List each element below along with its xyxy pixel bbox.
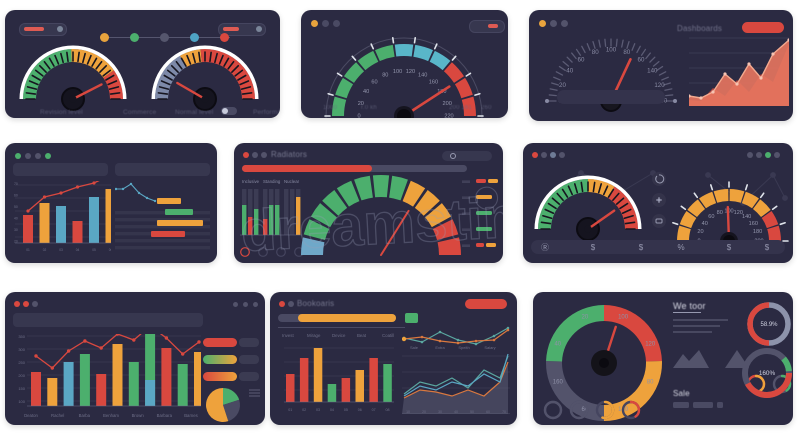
svg-text:Mirage: Mirage [307, 333, 321, 338]
svg-text:10: 10 [406, 410, 410, 414]
svg-text:40: 40 [554, 341, 561, 347]
svg-text:220: 220 [444, 113, 453, 118]
svg-text:80: 80 [592, 49, 599, 56]
svg-text:01: 01 [26, 248, 30, 252]
svg-text:180: 180 [753, 229, 762, 235]
svg-text:80: 80 [647, 380, 654, 386]
svg-text:0000: 0000 [462, 196, 470, 200]
svg-text:Standing: Standing [263, 179, 281, 184]
svg-text:140: 140 [418, 73, 427, 79]
svg-text:120: 120 [645, 341, 656, 347]
svg-text:300: 300 [18, 347, 25, 352]
svg-text:Ⓡ: Ⓡ [541, 243, 549, 252]
svg-text:%: % [677, 243, 684, 252]
svg-text:0: 0 [357, 113, 360, 118]
svg-text:160%: 160% [759, 370, 776, 377]
svg-text:$: $ [639, 243, 644, 252]
svg-text:$: $ [727, 243, 732, 252]
svg-text:01: 01 [288, 408, 292, 412]
svg-text:30: 30 [14, 228, 18, 232]
svg-text:60: 60 [486, 410, 490, 414]
svg-text:40: 40 [363, 89, 369, 95]
svg-text:80: 80 [623, 49, 630, 56]
svg-text:0000: 0000 [462, 180, 470, 184]
svg-text:0000: 0000 [462, 212, 470, 216]
svg-text:70: 70 [502, 410, 506, 414]
svg-text:Invest: Invest [282, 333, 294, 338]
svg-text:80: 80 [717, 210, 723, 216]
svg-text:07: 07 [372, 408, 376, 412]
svg-text:Rachel: Rachel [51, 413, 64, 418]
svg-text:$: $ [765, 243, 770, 252]
svg-text:100: 100 [618, 314, 629, 320]
svg-text:100: 100 [606, 47, 617, 54]
svg-text:60: 60 [371, 79, 377, 85]
svg-text:20: 20 [582, 314, 589, 320]
svg-text:40: 40 [454, 410, 458, 414]
svg-text:60: 60 [708, 214, 714, 220]
svg-text:40: 40 [14, 217, 18, 221]
svg-text:70: 70 [14, 182, 18, 186]
svg-text:140: 140 [647, 68, 658, 75]
svg-text:05: 05 [344, 408, 348, 412]
svg-text:Barba: Barba [79, 413, 91, 418]
svg-text:0000: 0000 [462, 244, 470, 248]
svg-text:Barnes: Barnes [184, 413, 198, 418]
svg-text:200: 200 [18, 373, 25, 378]
svg-text:120: 120 [654, 82, 665, 89]
svg-text:Coatill: Coatill [382, 333, 394, 338]
svg-text:50: 50 [470, 410, 474, 414]
svg-text:Inclusive: Inclusive [242, 179, 260, 184]
svg-text:Sale: Sale [410, 345, 419, 350]
svg-text:$: $ [591, 243, 596, 252]
svg-text:60: 60 [14, 194, 18, 198]
svg-text:160: 160 [749, 221, 758, 227]
svg-text:Salary: Salary [484, 345, 495, 350]
svg-text:0000: 0000 [462, 228, 470, 232]
svg-text:350: 350 [18, 334, 25, 339]
svg-text:40: 40 [566, 68, 573, 75]
svg-text:20: 20 [422, 410, 426, 414]
svg-text:40: 40 [702, 221, 708, 227]
svg-text:Brown: Brown [132, 413, 145, 418]
svg-text:120: 120 [406, 69, 415, 75]
svg-text:Speith: Speith [458, 345, 469, 350]
svg-text:20: 20 [559, 82, 566, 89]
svg-text:50: 50 [14, 205, 18, 209]
svg-text:140: 140 [742, 214, 751, 220]
svg-text:Device: Device [332, 333, 346, 338]
svg-text:02: 02 [43, 248, 47, 252]
svg-text:80: 80 [382, 73, 388, 79]
svg-text:100: 100 [18, 399, 25, 404]
svg-text:04: 04 [76, 248, 80, 252]
svg-text:03: 03 [59, 248, 63, 252]
svg-text:100: 100 [393, 69, 402, 75]
svg-text:250: 250 [18, 360, 25, 365]
svg-text:05: 05 [92, 248, 96, 252]
svg-text:60: 60 [578, 56, 585, 63]
svg-text:150: 150 [18, 386, 25, 391]
svg-text:30: 30 [438, 410, 442, 414]
svg-text:Barbara: Barbara [157, 413, 173, 418]
svg-text:04: 04 [330, 408, 334, 412]
svg-text:Beat: Beat [357, 333, 367, 338]
svg-text:Benham: Benham [103, 413, 119, 418]
svg-text:Extra: Extra [435, 345, 445, 350]
svg-text:03: 03 [316, 408, 320, 412]
svg-text:20: 20 [697, 229, 703, 235]
svg-text:08: 08 [386, 408, 390, 412]
svg-text:58.9%: 58.9% [760, 322, 778, 328]
svg-text:02: 02 [302, 408, 306, 412]
svg-text:160: 160 [429, 79, 438, 85]
svg-text:60: 60 [638, 56, 645, 63]
svg-text:06: 06 [358, 408, 362, 412]
svg-text:06: 06 [109, 248, 111, 252]
svg-text:160: 160 [553, 380, 564, 386]
svg-text:Deaton: Deaton [24, 413, 38, 418]
